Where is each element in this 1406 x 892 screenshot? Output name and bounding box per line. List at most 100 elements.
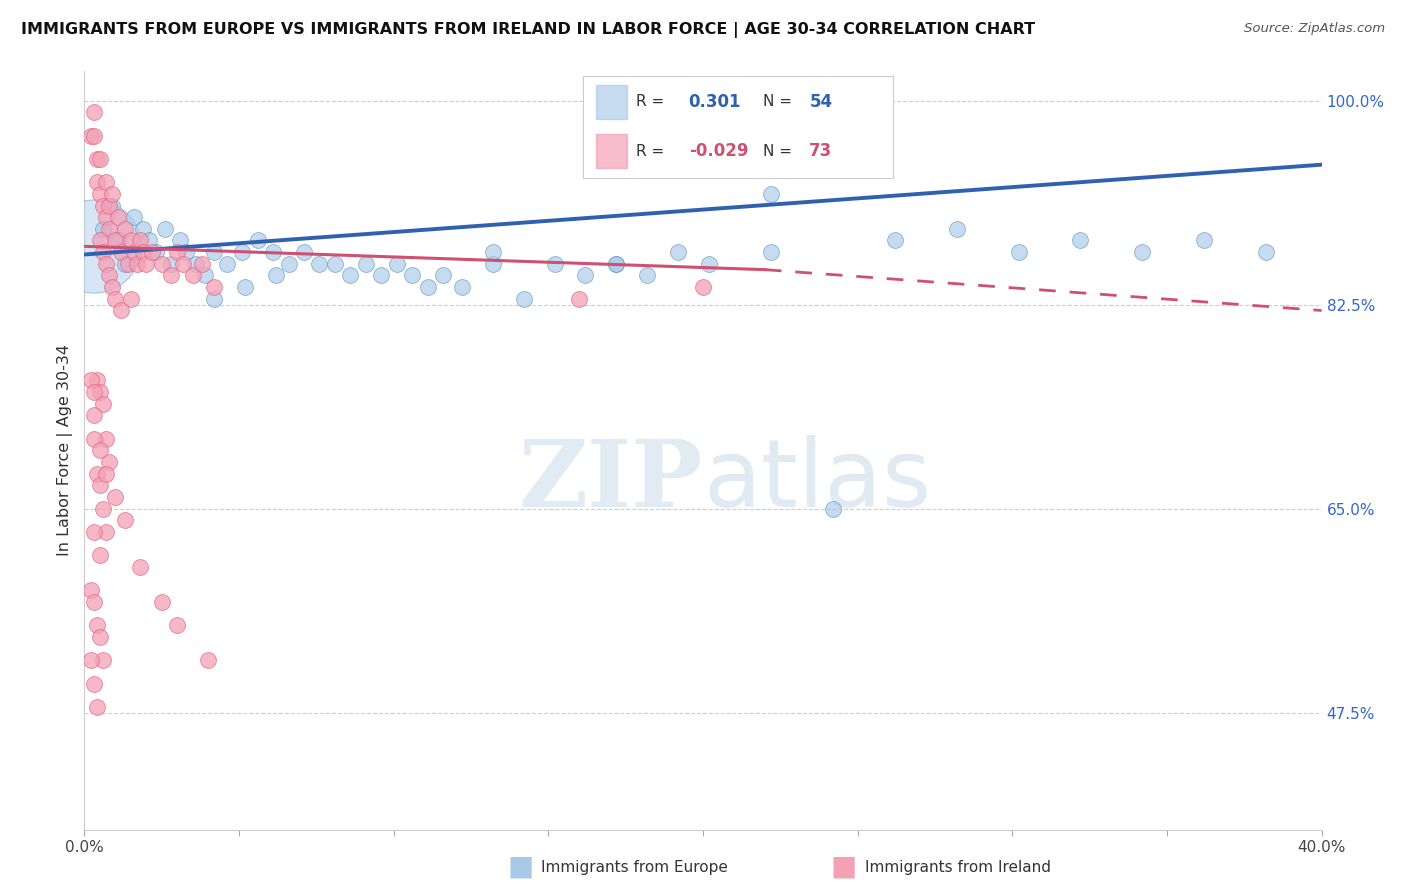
Point — [692, 280, 714, 294]
Point — [91, 198, 114, 212]
Point — [141, 245, 163, 260]
Point — [166, 618, 188, 632]
Point — [135, 257, 157, 271]
Point — [432, 268, 454, 283]
Point — [160, 268, 183, 283]
Point — [339, 268, 361, 283]
Point — [83, 525, 105, 540]
Point — [83, 677, 105, 691]
Point — [89, 443, 111, 458]
Point — [821, 501, 844, 516]
Point — [262, 245, 284, 260]
Point — [129, 560, 152, 574]
Point — [86, 467, 108, 481]
Point — [86, 618, 108, 632]
Text: 54: 54 — [810, 93, 832, 111]
Point — [481, 257, 503, 271]
Point — [91, 222, 114, 236]
Text: Immigrants from Ireland: Immigrants from Ireland — [865, 860, 1050, 874]
Point — [194, 268, 217, 283]
Point — [89, 234, 111, 248]
Point — [114, 222, 136, 236]
Point — [120, 234, 142, 248]
Y-axis label: In Labor Force | Age 30-34: In Labor Force | Age 30-34 — [58, 344, 73, 557]
Point — [172, 257, 194, 271]
Text: N =: N = — [763, 144, 797, 159]
Text: 73: 73 — [810, 142, 832, 161]
Point — [354, 257, 377, 271]
Point — [138, 234, 160, 248]
Point — [308, 257, 330, 271]
Point — [114, 513, 136, 527]
Point — [132, 222, 155, 236]
Point — [89, 186, 111, 201]
Point — [101, 198, 124, 212]
Point — [759, 186, 782, 201]
Point — [117, 257, 139, 271]
Point — [481, 245, 503, 260]
Point — [83, 595, 105, 609]
Bar — [596, 85, 627, 119]
Point — [83, 385, 105, 400]
Point — [292, 245, 315, 260]
Point — [91, 245, 114, 260]
Point — [107, 210, 129, 224]
Point — [86, 374, 108, 388]
Point — [91, 501, 114, 516]
Point — [98, 198, 121, 212]
Point — [166, 245, 188, 260]
Point — [370, 268, 392, 283]
Point — [98, 455, 121, 469]
Point — [150, 257, 173, 271]
Point — [150, 595, 173, 609]
Point — [104, 292, 127, 306]
Text: ■: ■ — [831, 853, 856, 881]
Point — [1130, 245, 1153, 260]
Point — [153, 222, 176, 236]
Point — [605, 257, 627, 271]
Text: N =: N = — [763, 95, 797, 110]
Point — [202, 245, 225, 260]
Point — [86, 700, 108, 714]
Point — [94, 210, 117, 224]
Point — [666, 245, 689, 260]
Text: IMMIGRANTS FROM EUROPE VS IMMIGRANTS FROM IRELAND IN LABOR FORCE | AGE 30-34 COR: IMMIGRANTS FROM EUROPE VS IMMIGRANTS FRO… — [21, 22, 1035, 38]
Point — [323, 257, 346, 271]
Point — [169, 234, 191, 248]
Point — [122, 210, 145, 224]
Point — [89, 152, 111, 166]
Point — [83, 409, 105, 423]
Point — [104, 234, 127, 248]
Point — [160, 257, 183, 271]
Point — [114, 257, 136, 271]
Point — [91, 397, 114, 411]
Point — [450, 280, 472, 294]
Point — [98, 268, 121, 283]
Point — [401, 268, 423, 283]
Text: atlas: atlas — [703, 434, 931, 527]
Text: ZIP: ZIP — [519, 436, 703, 525]
Point — [120, 292, 142, 306]
Point — [122, 245, 145, 260]
Point — [86, 175, 108, 189]
Point — [184, 257, 207, 271]
Point — [636, 268, 658, 283]
Point — [215, 257, 238, 271]
Point — [79, 653, 101, 667]
Point — [89, 478, 111, 492]
Point — [89, 549, 111, 563]
Point — [79, 374, 101, 388]
Text: Source: ZipAtlas.com: Source: ZipAtlas.com — [1244, 22, 1385, 36]
Point — [1254, 245, 1277, 260]
Point — [83, 239, 105, 253]
Point — [104, 490, 127, 504]
Point — [89, 630, 111, 644]
Point — [107, 234, 129, 248]
Point — [94, 525, 117, 540]
Point — [231, 245, 253, 260]
Text: R =: R = — [636, 144, 669, 159]
Point — [416, 280, 439, 294]
Bar — [596, 135, 627, 168]
Point — [94, 432, 117, 446]
Text: ■: ■ — [508, 853, 533, 881]
